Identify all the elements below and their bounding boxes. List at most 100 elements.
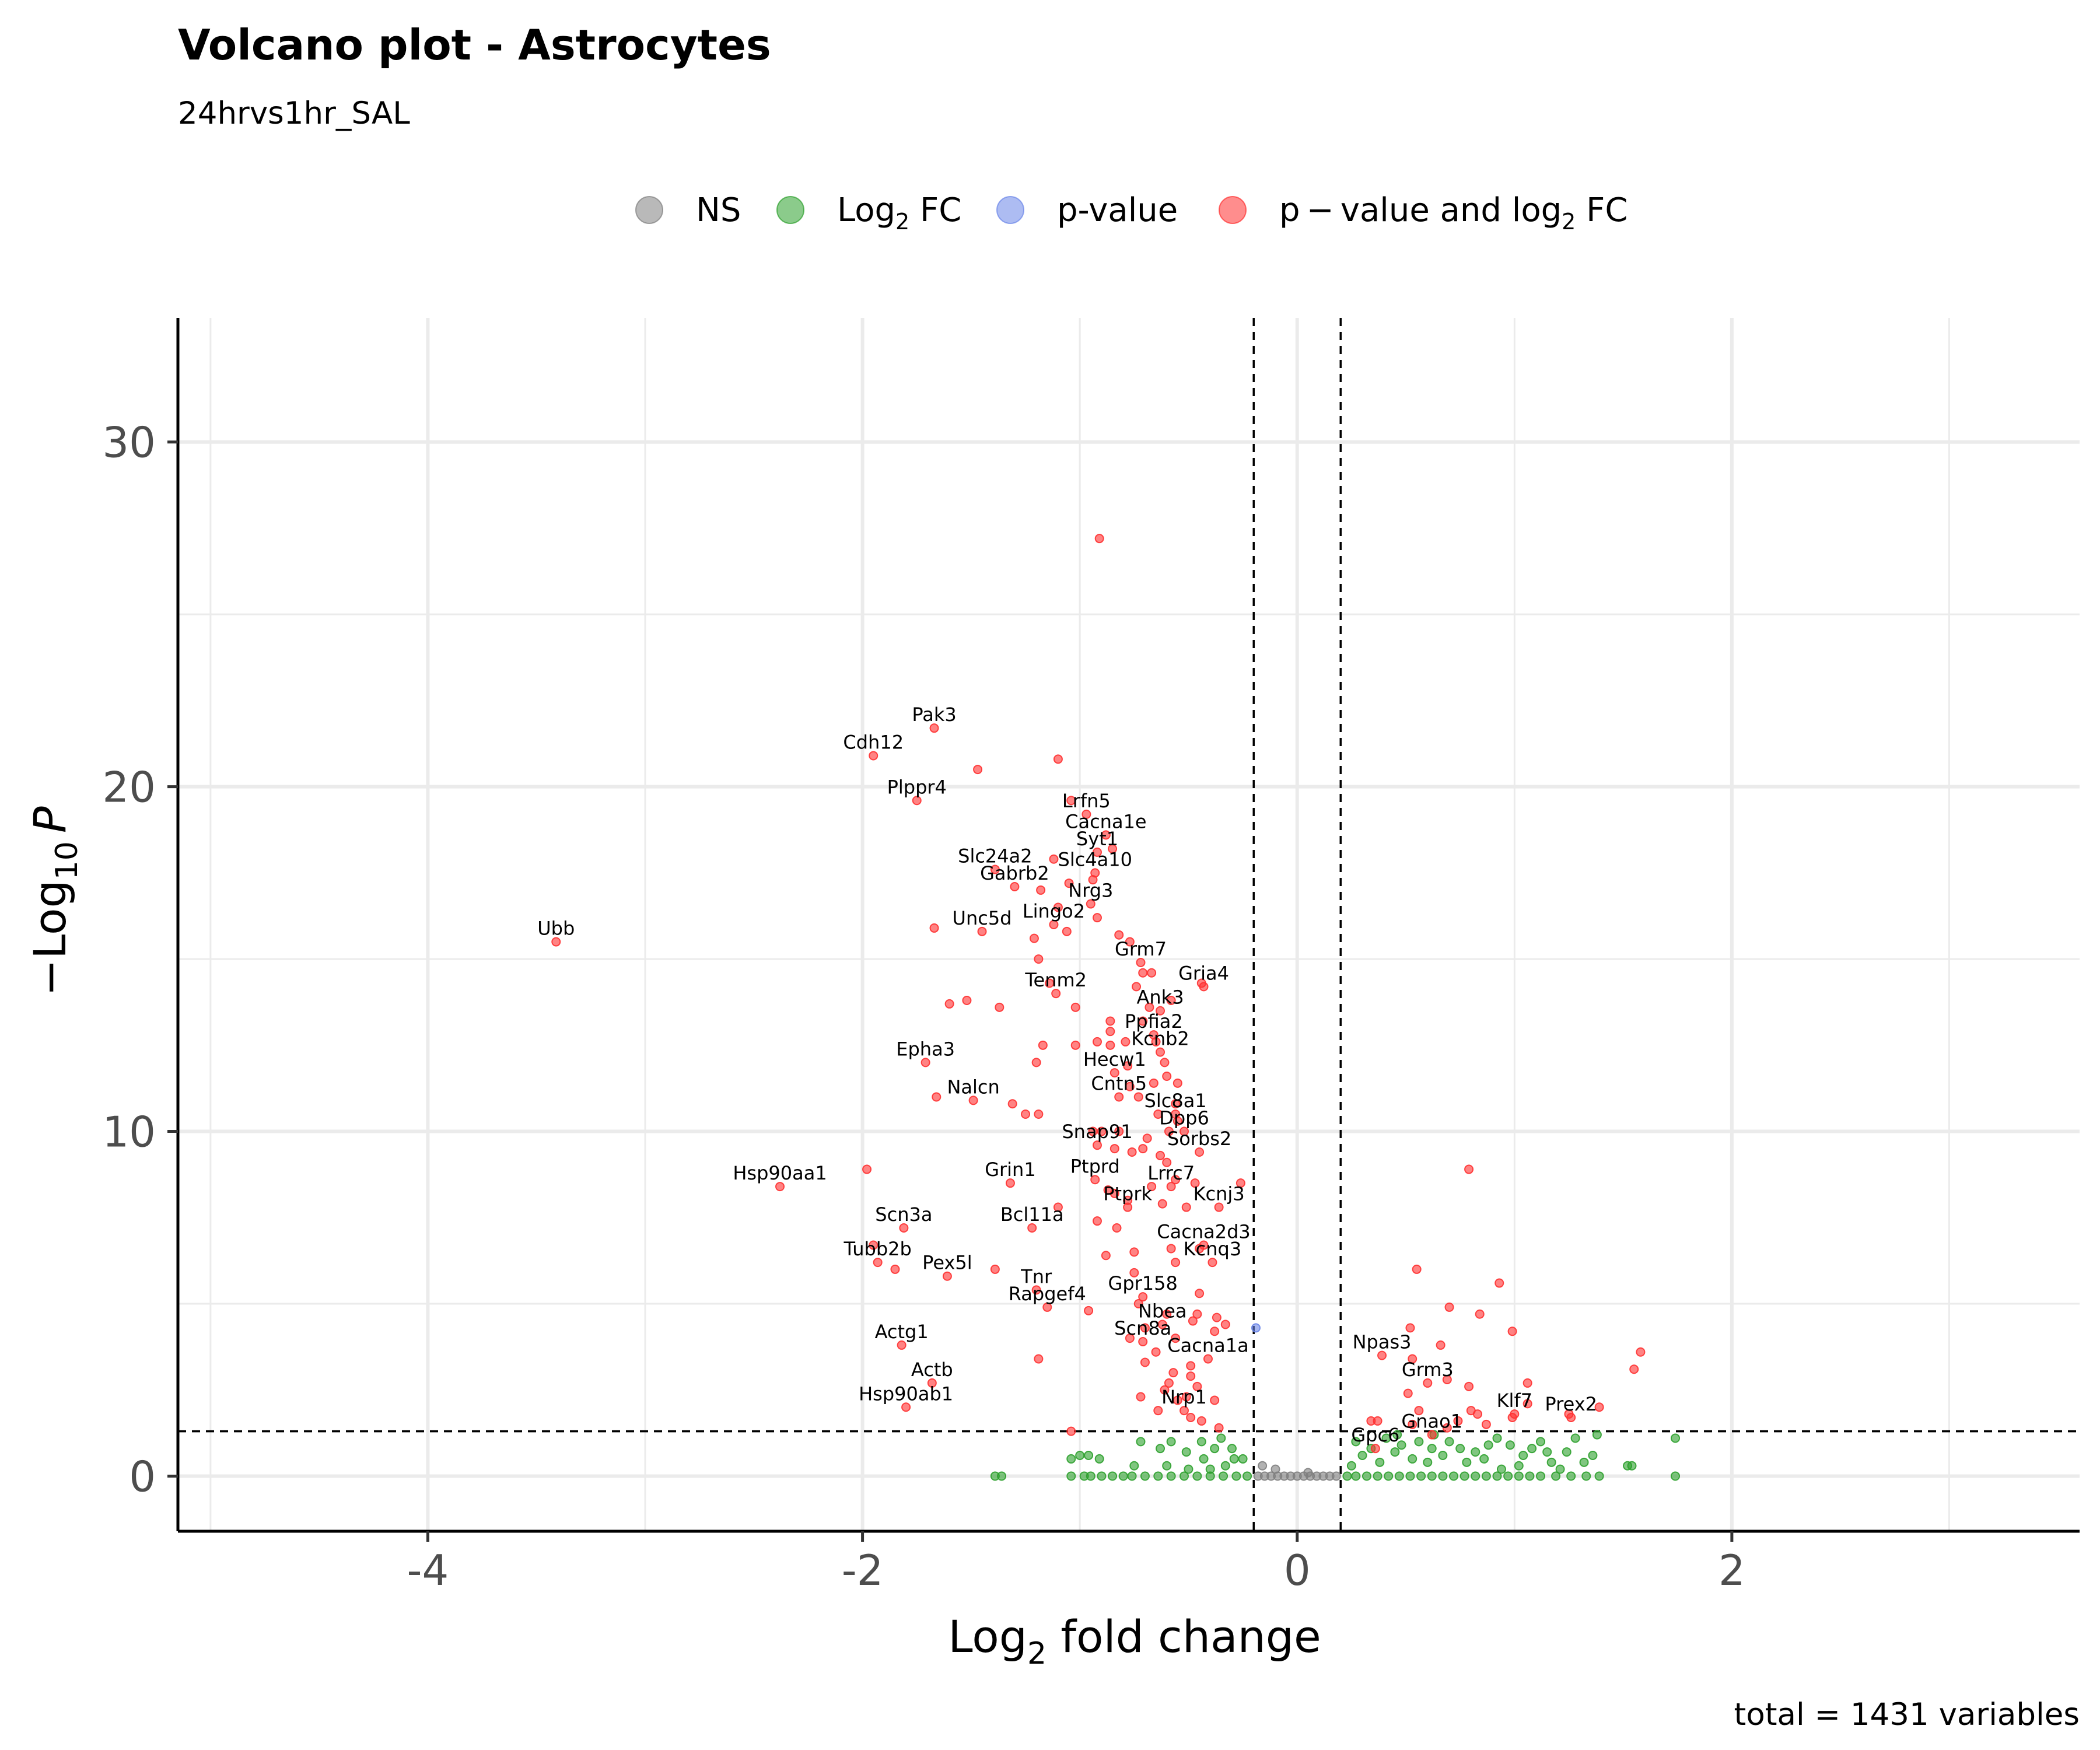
gene-label: Epha3	[896, 1038, 955, 1060]
sig-point	[1171, 1175, 1181, 1185]
sig-point	[1188, 1316, 1198, 1326]
gene-label: Tenm2	[1024, 969, 1087, 991]
fc-point	[1129, 1461, 1139, 1471]
ns-point	[1270, 1464, 1280, 1474]
sig-point-labeled	[942, 1271, 952, 1281]
gene-label: Klf7	[1497, 1390, 1533, 1412]
sig-point	[1464, 1381, 1474, 1391]
sig-point	[1156, 1150, 1166, 1160]
sig-point	[1172, 1078, 1182, 1088]
sig-point	[1112, 1223, 1122, 1233]
legend-item-p: p-value	[996, 191, 1178, 229]
sig-point	[1138, 1144, 1148, 1154]
fc-point	[1066, 1471, 1076, 1481]
sig-point	[1164, 1126, 1174, 1136]
sig-point-labeled	[1138, 1292, 1148, 1302]
sig-point	[1162, 1157, 1172, 1167]
sig-point	[1084, 1306, 1094, 1315]
sig-point-labeled	[1156, 1006, 1166, 1016]
sig-point-labeled	[1171, 1110, 1181, 1119]
sig-point	[1129, 1268, 1139, 1278]
fc-point	[1181, 1447, 1191, 1457]
sig-point	[1412, 1264, 1422, 1274]
sig-point	[1064, 878, 1074, 888]
gene-label: Tubb2b	[844, 1238, 912, 1260]
fc-point	[1581, 1471, 1591, 1481]
sig-point	[1171, 1258, 1181, 1268]
grid	[178, 318, 2080, 1531]
sig-point	[1053, 902, 1063, 912]
sig-point	[1162, 1072, 1172, 1081]
sig-point	[1138, 968, 1148, 978]
fc-point	[1514, 1461, 1524, 1471]
gene-label: Slc4a10	[1058, 848, 1132, 870]
sig-point	[1136, 1392, 1146, 1402]
sig-point	[1133, 1299, 1143, 1308]
sig-point-labeled	[1180, 1406, 1189, 1416]
fc-point	[1342, 1471, 1352, 1481]
gene-label: Cacna1e	[1065, 810, 1146, 832]
fc-point	[1097, 1471, 1107, 1481]
sig-point	[1168, 1368, 1178, 1378]
fc-point	[1166, 1471, 1176, 1481]
sig-point	[1031, 1058, 1041, 1068]
sig-point	[1140, 1357, 1150, 1367]
gene-label: Hsp90aa1	[733, 1162, 827, 1184]
sig-point	[1171, 1099, 1181, 1109]
sig-point	[1108, 844, 1118, 853]
sig-point	[1160, 1385, 1170, 1395]
gene-label: Bcl11a	[1000, 1203, 1064, 1226]
fc-point	[1525, 1471, 1535, 1481]
sig-point	[1092, 1216, 1102, 1226]
sig-point-labeled	[921, 1058, 930, 1068]
fc-point	[1416, 1471, 1426, 1481]
sig-point	[1214, 1423, 1224, 1433]
sig-point	[1166, 996, 1176, 1005]
fc-point	[1351, 1471, 1361, 1481]
sig-point	[1066, 1426, 1076, 1436]
sig-point-labeled	[1123, 1202, 1133, 1212]
gene-label: Plppr4	[887, 776, 947, 798]
sig-point	[1464, 1164, 1474, 1174]
gene-label: Ubb	[537, 918, 575, 940]
fc-point	[1184, 1464, 1194, 1474]
fc-point	[1481, 1471, 1491, 1481]
fc-point	[1166, 1437, 1176, 1447]
sig-point	[1195, 1289, 1205, 1298]
sig-point-labeled	[551, 937, 561, 947]
fc-point	[1362, 1471, 1371, 1481]
legend-key	[996, 196, 1024, 224]
fc-point	[1229, 1454, 1239, 1464]
fc-point	[1373, 1471, 1382, 1481]
fc-point	[1127, 1471, 1137, 1481]
fc-point	[1210, 1444, 1220, 1454]
fc-point	[1396, 1440, 1406, 1450]
fc-point	[1546, 1457, 1556, 1467]
legend-key	[776, 196, 804, 224]
sig-point	[1070, 1040, 1080, 1050]
fc-point	[1196, 1437, 1206, 1447]
x-tick-label: -2	[842, 1546, 884, 1595]
gene-label: Prex2	[1545, 1393, 1597, 1415]
chart-title: Volcano plot - Astrocytes	[178, 20, 771, 69]
fc-point	[1455, 1444, 1465, 1454]
sig-point-labeled	[1114, 1092, 1124, 1102]
fc-point	[997, 1471, 1007, 1481]
sig-point	[1162, 1309, 1172, 1319]
y-tick-label: 10	[102, 1108, 156, 1157]
sig-point	[944, 999, 954, 1009]
sig-point	[1403, 1388, 1413, 1398]
legend-item-fc: Log2 FC	[776, 191, 961, 235]
gene-label: Nrg3	[1068, 880, 1113, 902]
sig-point	[1481, 1419, 1491, 1429]
fc-point	[1427, 1444, 1437, 1454]
sig-point	[1147, 1182, 1157, 1192]
gene-label: Grin1	[985, 1158, 1035, 1181]
sig-point-labeled	[968, 1096, 978, 1105]
gene-label: Ptprk	[1103, 1183, 1152, 1205]
fc-point	[1390, 1447, 1400, 1457]
sig-point-labeled	[977, 926, 987, 936]
sig-point	[1105, 1040, 1115, 1050]
gene-label: Gnao1	[1401, 1410, 1462, 1433]
sig-point-labeled	[1149, 1030, 1158, 1040]
